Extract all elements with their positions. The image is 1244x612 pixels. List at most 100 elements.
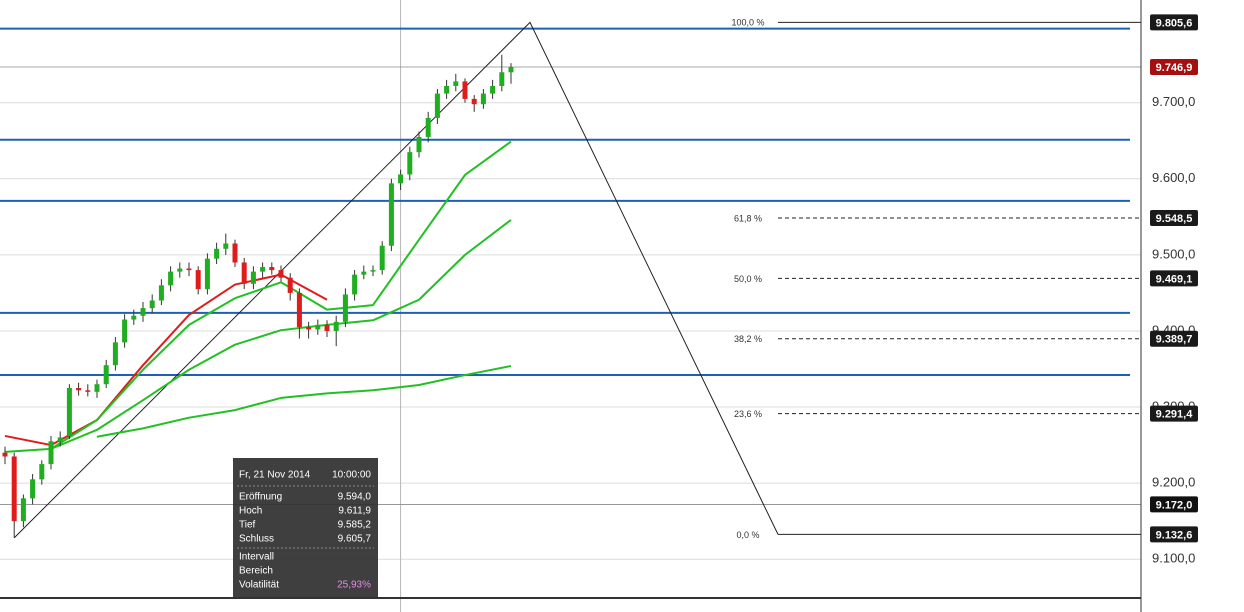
tooltip-row-value: 25,93% xyxy=(337,580,371,591)
candle-body xyxy=(471,98,477,105)
candle-body xyxy=(39,464,45,480)
candle-body xyxy=(66,388,72,436)
tooltip-row-label: Volatilität xyxy=(239,580,279,591)
tooltip-row-label: Tief xyxy=(239,520,256,531)
candle-body xyxy=(462,81,468,99)
candle-body xyxy=(103,365,109,385)
candle-body xyxy=(296,292,302,328)
fib-price-label: 9.291,4 xyxy=(1156,408,1194,420)
fib-price-box xyxy=(1150,14,1198,31)
candle-body xyxy=(48,441,54,465)
moving-average xyxy=(50,219,512,450)
fib-percent-label: 23,6 % xyxy=(734,409,762,419)
candle-body xyxy=(444,85,450,94)
candle-body xyxy=(131,315,137,320)
price-marker-label: 9.172,0 xyxy=(1156,499,1193,511)
candle-body xyxy=(232,243,238,263)
candle-body xyxy=(434,93,440,118)
moving-average xyxy=(4,140,512,453)
candle-body xyxy=(195,270,201,290)
tooltip-row-value: 9.585,2 xyxy=(338,520,372,531)
candle-body xyxy=(112,342,118,366)
candle-body xyxy=(241,262,247,284)
candle-body xyxy=(57,437,63,442)
y-tick-label: 9.100,0 xyxy=(1152,551,1195,566)
tooltip-time: 10:00:00 xyxy=(332,470,371,481)
candle-body xyxy=(269,267,275,271)
candle-body xyxy=(342,294,348,322)
tooltip-row-label: Bereich xyxy=(239,566,273,577)
candle-body xyxy=(30,479,36,499)
candle-body xyxy=(260,267,266,272)
y-tick-label: 9.700,0 xyxy=(1152,94,1195,109)
candle-body xyxy=(214,248,220,259)
candle-body xyxy=(20,498,26,522)
fib-price-box xyxy=(1150,270,1198,287)
candle-body xyxy=(287,277,293,293)
candle-body xyxy=(149,300,155,309)
candle-body xyxy=(306,327,312,330)
candle-body xyxy=(352,274,358,295)
candle-body xyxy=(168,271,174,286)
tooltip-row-value: 9.594,0 xyxy=(338,492,372,503)
price-marker-box xyxy=(1150,496,1198,513)
candle-body xyxy=(204,258,210,290)
candle-body xyxy=(278,270,284,278)
fib-price-box xyxy=(1150,405,1198,422)
fib-price-box xyxy=(1150,526,1198,543)
fib-price-label: 9.805,6 xyxy=(1156,17,1193,29)
fib-percent-label: 0,0 % xyxy=(736,530,759,540)
y-tick-label: 9.600,0 xyxy=(1152,170,1195,185)
candle-body xyxy=(480,93,486,105)
y-tick-label: 9.500,0 xyxy=(1152,246,1195,261)
fib-price-label: 9.132,6 xyxy=(1156,529,1193,541)
candle-body xyxy=(370,270,376,272)
tooltip-row-value: 9.611,9 xyxy=(338,506,371,517)
tooltip-row-value: 9.605,7 xyxy=(338,534,372,545)
tooltip-row-label: Eröffnung xyxy=(239,492,282,503)
candle-body xyxy=(250,271,256,284)
candle-body xyxy=(333,321,339,331)
y-tick-label: 9.200,0 xyxy=(1152,475,1195,490)
candle-body xyxy=(379,245,385,271)
candle-body xyxy=(11,456,17,522)
fib-price-label: 9.469,1 xyxy=(1156,273,1193,285)
fib-trend-line xyxy=(13,21,779,539)
fib-price-label: 9.389,7 xyxy=(1156,334,1193,346)
candle-body xyxy=(122,319,128,343)
price-marker-label: 9.746,9 xyxy=(1156,62,1193,74)
tooltip-row-label: Hoch xyxy=(239,506,262,517)
tooltip-row-label: Intervall xyxy=(239,552,274,563)
fib-percent-label: 50,0 % xyxy=(734,274,762,284)
candle-body xyxy=(76,388,82,391)
candle-body xyxy=(453,81,459,86)
fib-price-label: 9.548,5 xyxy=(1156,213,1193,225)
candle-body xyxy=(315,324,321,330)
fib-percent-label: 61,8 % xyxy=(734,213,762,223)
candle-body xyxy=(361,271,367,275)
candle-body xyxy=(398,174,404,184)
candle-body xyxy=(324,324,330,331)
tooltip-date: Fr, 21 Nov 2014 xyxy=(239,470,311,481)
candle-body xyxy=(388,183,394,246)
fib-percent-label: 38,2 % xyxy=(734,334,762,344)
candle-body xyxy=(490,85,496,94)
tooltip-row-label: Schluss xyxy=(239,534,274,545)
fib-percent-label: 100,0 % xyxy=(731,18,764,28)
candle-body xyxy=(407,152,413,175)
candle-body xyxy=(186,268,192,271)
candle-body xyxy=(2,452,8,457)
candle-body xyxy=(158,285,164,301)
candle-body xyxy=(508,67,514,73)
candle-body xyxy=(223,243,229,249)
tooltip-box xyxy=(233,458,378,598)
candle-body xyxy=(85,390,91,392)
moving-average xyxy=(96,364,512,438)
candle-body xyxy=(499,72,505,86)
fib-price-box xyxy=(1150,209,1198,226)
candle-body xyxy=(94,384,100,392)
fib-price-box xyxy=(1150,330,1198,347)
candle-body xyxy=(425,117,431,137)
